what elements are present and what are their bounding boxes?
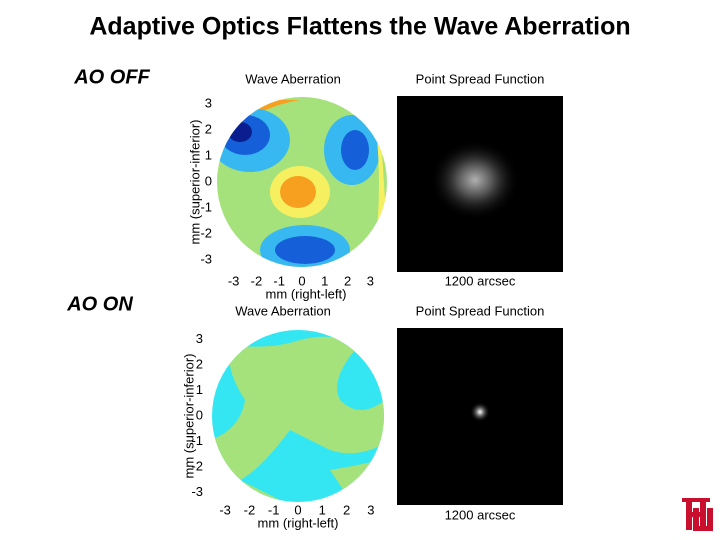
y-axis-label: mm (superior-inferior) — [187, 120, 202, 245]
y-tick-label: 0 — [196, 407, 203, 422]
x-tick-label: 1 — [321, 273, 328, 288]
x-tick-label: 0 — [298, 273, 305, 288]
logo — [682, 498, 713, 531]
plot-title: Point Spread Function — [416, 71, 545, 86]
slide-title: Adaptive Optics Flattens the Wave Aberra… — [89, 13, 630, 41]
wave-map — [217, 97, 387, 267]
y-tick-label: 0 — [205, 173, 212, 188]
y-tick-label: 3 — [205, 95, 212, 110]
x-tick-label: -1 — [273, 273, 285, 288]
y-tick-label: -1 — [200, 199, 212, 214]
x-tick-label: 3 — [367, 502, 374, 517]
plot-title: Wave Aberration — [245, 71, 341, 86]
plot-title: Point Spread Function — [416, 303, 545, 318]
x-tick-label: -2 — [244, 502, 256, 517]
y-tick-label: 1 — [196, 382, 203, 397]
psf-spot — [430, 140, 520, 220]
scale-label: 1200 arcsec — [445, 507, 516, 522]
x-tick-label: 2 — [344, 273, 351, 288]
panel-label: AO ON — [66, 293, 133, 315]
y-tick-label: 2 — [205, 121, 212, 136]
x-axis-label: mm (right-left) — [258, 515, 339, 530]
x-tick-label: -3 — [228, 273, 240, 288]
scale-label: 1200 arcsec — [445, 273, 516, 288]
y-tick-label: -2 — [191, 458, 203, 473]
y-tick-label: -3 — [191, 484, 203, 499]
x-tick-label: -2 — [251, 273, 263, 288]
y-tick-label: 2 — [196, 356, 203, 371]
psf-spot — [470, 402, 490, 422]
x-axis-label: mm (right-left) — [266, 286, 347, 301]
y-axis-label: mm (superior-inferior) — [181, 354, 196, 479]
y-tick-label: 3 — [196, 331, 203, 346]
x-tick-label: 0 — [294, 502, 301, 517]
panel-label: AO OFF — [73, 66, 150, 88]
x-tick-label: 3 — [367, 273, 374, 288]
x-tick-label: -3 — [219, 502, 231, 517]
y-tick-label: -2 — [200, 225, 212, 240]
x-tick-label: -1 — [268, 502, 280, 517]
x-tick-label: 1 — [319, 502, 326, 517]
y-tick-label: -1 — [191, 433, 203, 448]
wave-map — [212, 330, 384, 502]
y-tick-label: -3 — [200, 251, 212, 266]
x-tick-label: 2 — [343, 502, 350, 517]
y-tick-label: 1 — [205, 147, 212, 162]
plot-title: Wave Aberration — [235, 303, 331, 318]
